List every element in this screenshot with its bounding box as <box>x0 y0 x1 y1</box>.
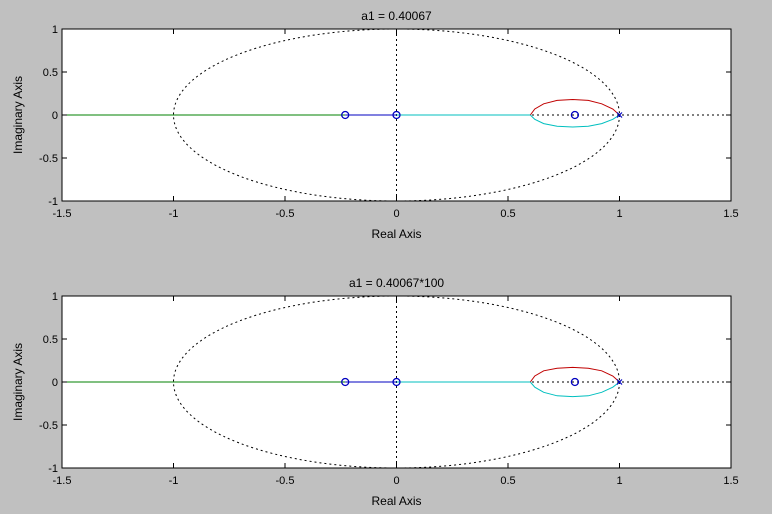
x-tick-label: 0.5 <box>500 475 515 487</box>
plot-content <box>62 296 731 468</box>
y-tick-label: 1 <box>52 291 58 303</box>
x-tick-label: -1.5 <box>53 475 72 487</box>
x-tick-label: -0.5 <box>276 475 295 487</box>
y-tick-label: -0.5 <box>39 153 58 165</box>
y-tick-label: -1 <box>48 463 58 475</box>
zero-marker-1 <box>341 110 350 120</box>
chart-title: a1 = 0.40067 <box>361 9 432 23</box>
x-tick-label: 1.5 <box>723 475 738 487</box>
x-tick-label: 1 <box>616 475 622 487</box>
locus-branch-4 <box>529 98 620 116</box>
locus-branch-5 <box>529 114 620 128</box>
x-tick-label: 0 <box>393 208 399 220</box>
y-tick-label: 1 <box>52 24 58 36</box>
x-axis-label: Real Axis <box>371 494 421 508</box>
zero-marker-3 <box>570 377 580 387</box>
y-axis-label: Imaginary Axis <box>11 343 25 421</box>
x-tick-label: -1 <box>169 208 179 220</box>
locus-branch-5 <box>529 381 620 398</box>
pole-stroke <box>616 379 623 385</box>
x-tick-label: 1.5 <box>723 208 738 220</box>
plot-content <box>62 29 731 201</box>
pole-marker-1 <box>616 112 623 118</box>
zero-marker-2 <box>392 377 401 387</box>
x-tick-label: -1 <box>169 475 179 487</box>
x-tick-label: -0.5 <box>276 208 295 220</box>
y-tick-label: -1 <box>48 196 58 208</box>
y-tick-label: -0.5 <box>39 420 58 432</box>
y-tick-label: 0.5 <box>43 67 58 79</box>
x-tick-label: 0.5 <box>500 208 515 220</box>
y-tick-label: 0.5 <box>43 334 58 346</box>
pole-marker-1 <box>616 379 623 385</box>
x-axis-label: Real Axis <box>371 227 421 241</box>
locus-branch-4 <box>529 366 620 383</box>
zero-marker-2 <box>392 110 401 120</box>
x-tick-label: 0 <box>393 475 399 487</box>
zero-marker-1 <box>341 377 350 387</box>
y-axis-label: Imaginary Axis <box>11 76 25 154</box>
y-tick-label: 0 <box>52 377 58 389</box>
zero-marker-3 <box>570 110 580 120</box>
y-tick-label: 0 <box>52 110 58 122</box>
x-tick-label: 1 <box>616 208 622 220</box>
x-tick-label: -1.5 <box>53 208 72 220</box>
chart-title: a1 = 0.40067*100 <box>349 276 444 290</box>
pole-stroke <box>616 112 623 118</box>
